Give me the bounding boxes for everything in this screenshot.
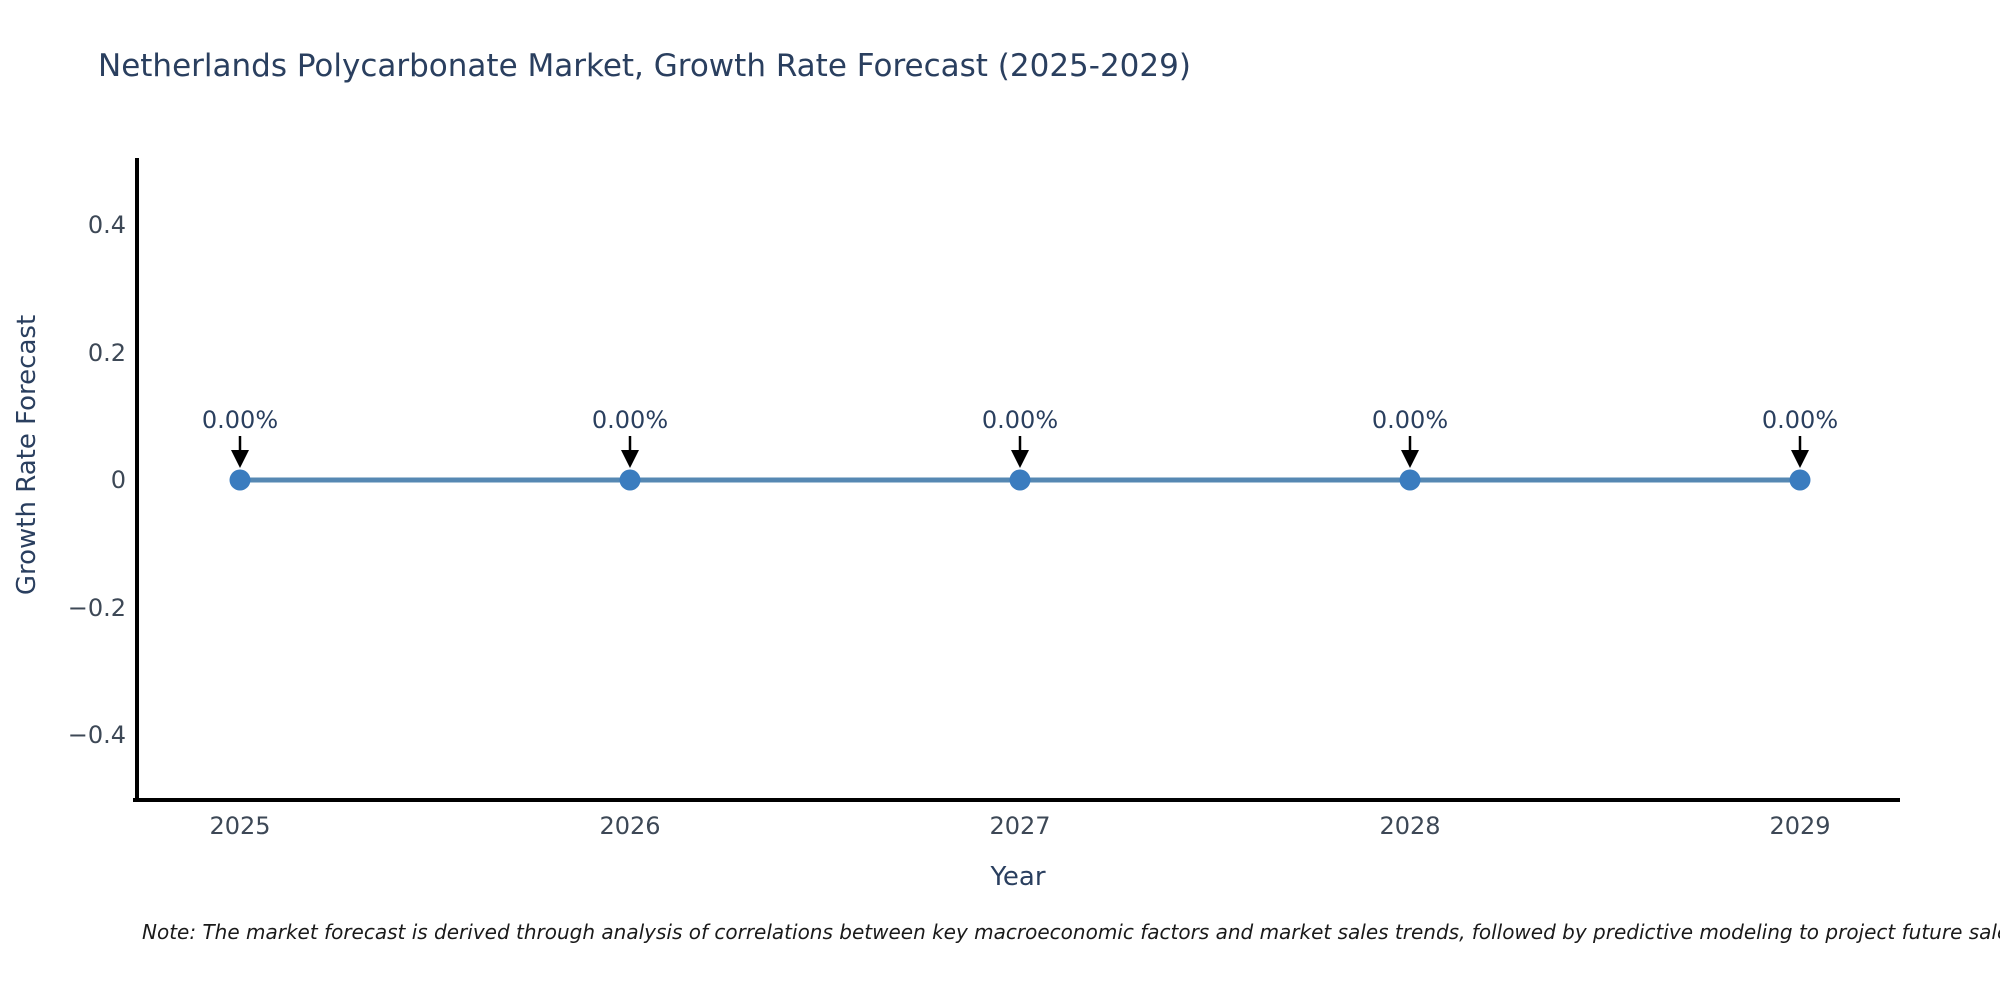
x-tick-label: 2029 bbox=[1769, 812, 1831, 840]
y-tick-label: 0.2 bbox=[87, 338, 126, 367]
data-point-label: 0.00% bbox=[1371, 406, 1449, 434]
data-point-marker bbox=[1009, 469, 1031, 491]
data-point-label: 0.00% bbox=[201, 406, 279, 434]
y-tick-label: −0.4 bbox=[67, 721, 126, 749]
x-tick-label: 2028 bbox=[1379, 812, 1441, 840]
y-tick-label: 0 bbox=[110, 466, 126, 494]
x-tick-label: 2025 bbox=[209, 812, 271, 840]
data-point-marker bbox=[229, 469, 251, 491]
y-tick-label: 0.4 bbox=[87, 211, 126, 239]
data-point-label: 0.00% bbox=[981, 406, 1059, 434]
data-point-marker bbox=[619, 469, 641, 491]
data-point-label: 0.00% bbox=[591, 406, 669, 434]
data-point-marker bbox=[1789, 469, 1811, 491]
x-tick-label: 2027 bbox=[989, 812, 1051, 840]
annotation-arrow-head bbox=[1011, 450, 1029, 468]
annotation-arrow-head bbox=[1791, 450, 1809, 468]
annotation-arrow-head bbox=[231, 450, 249, 468]
x-axis-title: Year bbox=[990, 862, 1046, 892]
annotation-arrow-head bbox=[621, 450, 639, 468]
data-point-label: 0.00% bbox=[1761, 406, 1839, 434]
data-point-marker bbox=[1399, 469, 1421, 491]
annotation-arrow-head bbox=[1401, 450, 1419, 468]
x-tick-label: 2026 bbox=[599, 812, 661, 840]
y-tick-label: −0.2 bbox=[67, 593, 126, 622]
chart-title: Netherlands Polycarbonate Market, Growth… bbox=[98, 48, 1191, 84]
footnote: Note: The market forecast is derived thr… bbox=[142, 920, 2000, 944]
